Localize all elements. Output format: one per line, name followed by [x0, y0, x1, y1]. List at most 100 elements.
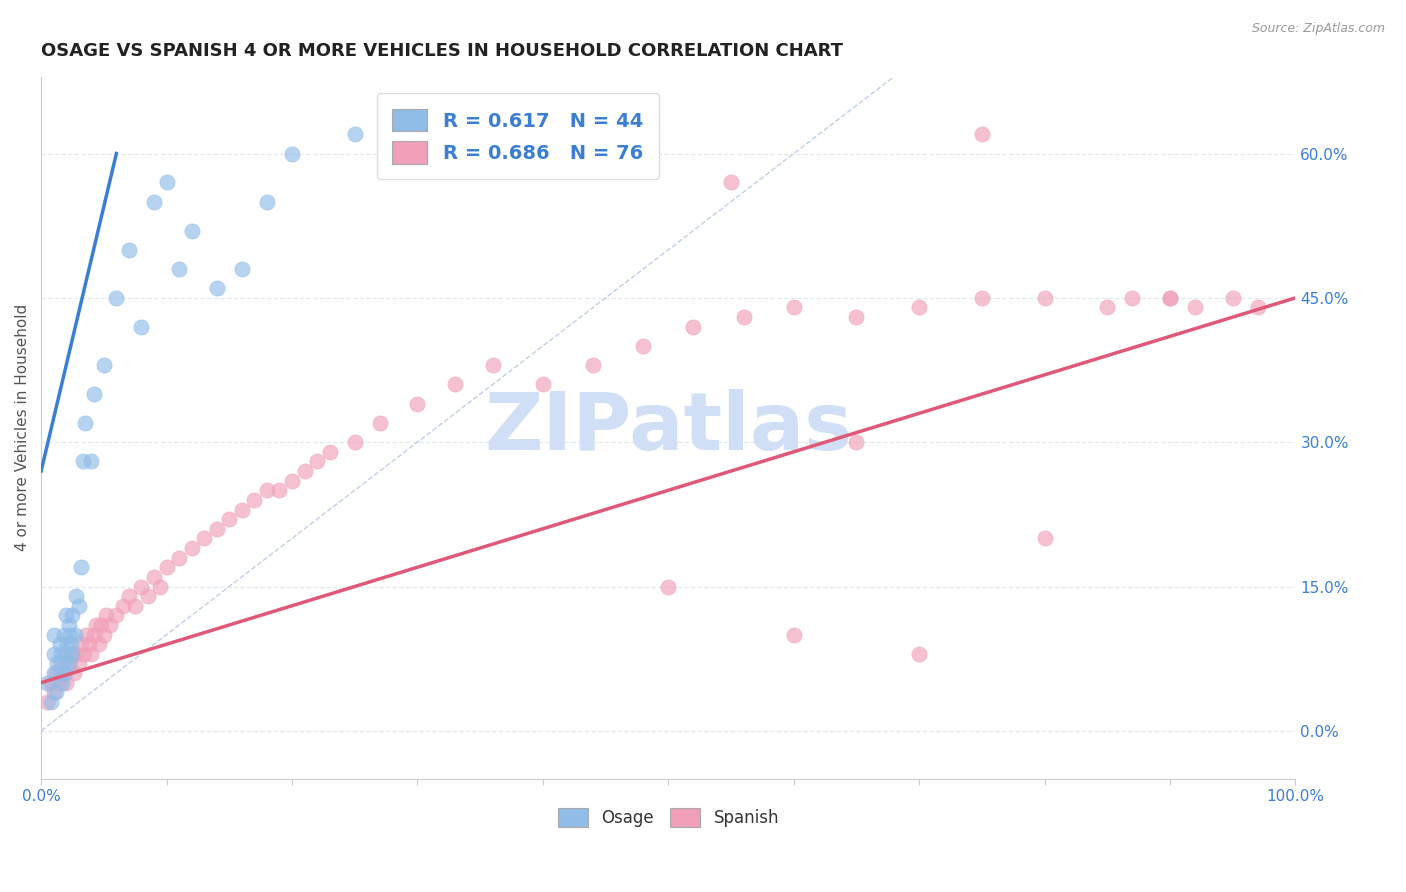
Point — [111, 599, 134, 613]
Point — [87, 637, 110, 651]
Point — [90, 618, 112, 632]
Point — [51, 657, 73, 671]
Text: OSAGE VS SPANISH 4 OR MORE VEHICLES IN HOUSEHOLD CORRELATION CHART: OSAGE VS SPANISH 4 OR MORE VEHICLES IN H… — [41, 42, 844, 60]
Point — [1222, 291, 1244, 305]
Point — [75, 627, 97, 641]
Point — [52, 666, 75, 681]
Point — [49, 666, 72, 681]
Point — [720, 176, 742, 190]
Point — [70, 637, 93, 651]
Point — [37, 675, 59, 690]
Point — [45, 666, 67, 681]
Point — [73, 416, 96, 430]
Point — [53, 666, 76, 681]
Point — [39, 675, 62, 690]
Point — [65, 589, 87, 603]
Text: ZIPatlas: ZIPatlas — [484, 389, 852, 467]
Point — [65, 647, 87, 661]
Point — [60, 647, 83, 661]
Point — [149, 580, 172, 594]
Point — [845, 310, 868, 325]
Point — [318, 445, 340, 459]
Point — [105, 291, 128, 305]
Point — [582, 358, 605, 372]
Point — [231, 262, 253, 277]
Point — [93, 627, 115, 641]
Point — [481, 358, 503, 372]
Legend: Osage, Spanish: Osage, Spanish — [551, 801, 786, 834]
Point — [131, 319, 153, 334]
Point — [67, 657, 90, 671]
Point — [62, 608, 84, 623]
Point — [37, 695, 59, 709]
Point — [80, 454, 103, 468]
Point — [77, 637, 100, 651]
Point — [136, 589, 159, 603]
Point — [167, 262, 190, 277]
Point — [42, 685, 65, 699]
Point — [1097, 301, 1119, 315]
Point — [55, 647, 77, 661]
Point — [281, 474, 304, 488]
Point — [58, 657, 80, 671]
Point — [143, 570, 166, 584]
Point — [406, 397, 429, 411]
Point — [62, 666, 84, 681]
Point — [143, 194, 166, 209]
Point — [243, 492, 266, 507]
Point — [60, 637, 83, 651]
Point — [72, 454, 94, 468]
Point — [269, 483, 291, 498]
Point — [46, 657, 69, 671]
Point — [67, 599, 90, 613]
Point — [118, 589, 141, 603]
Point — [51, 647, 73, 661]
Point — [51, 675, 73, 690]
Point — [83, 387, 105, 401]
Point — [1159, 291, 1181, 305]
Point — [256, 483, 278, 498]
Point — [124, 599, 146, 613]
Point — [131, 580, 153, 594]
Point — [45, 685, 67, 699]
Point — [93, 358, 115, 372]
Point — [55, 608, 77, 623]
Point — [682, 319, 704, 334]
Point — [58, 657, 80, 671]
Point — [733, 310, 755, 325]
Point — [42, 666, 65, 681]
Point — [783, 301, 806, 315]
Point — [98, 618, 121, 632]
Point — [783, 627, 806, 641]
Point — [444, 377, 467, 392]
Point — [73, 647, 96, 661]
Point — [343, 435, 366, 450]
Y-axis label: 4 or more Vehicles in Household: 4 or more Vehicles in Household — [15, 304, 30, 551]
Point — [118, 243, 141, 257]
Point — [1121, 291, 1143, 305]
Point — [70, 560, 93, 574]
Point — [368, 416, 391, 430]
Point — [193, 532, 215, 546]
Point — [56, 637, 79, 651]
Point — [49, 637, 72, 651]
Point — [343, 128, 366, 142]
Point — [1184, 301, 1206, 315]
Point — [55, 675, 77, 690]
Point — [59, 627, 82, 641]
Point — [39, 695, 62, 709]
Point — [105, 608, 128, 623]
Point — [845, 435, 868, 450]
Point — [1247, 301, 1270, 315]
Point — [58, 618, 80, 632]
Point — [42, 647, 65, 661]
Point — [1033, 532, 1056, 546]
Point — [63, 627, 86, 641]
Point — [218, 512, 240, 526]
Point — [307, 454, 329, 468]
Point — [83, 627, 105, 641]
Point — [180, 223, 202, 237]
Point — [908, 301, 931, 315]
Point — [205, 522, 228, 536]
Point — [48, 675, 70, 690]
